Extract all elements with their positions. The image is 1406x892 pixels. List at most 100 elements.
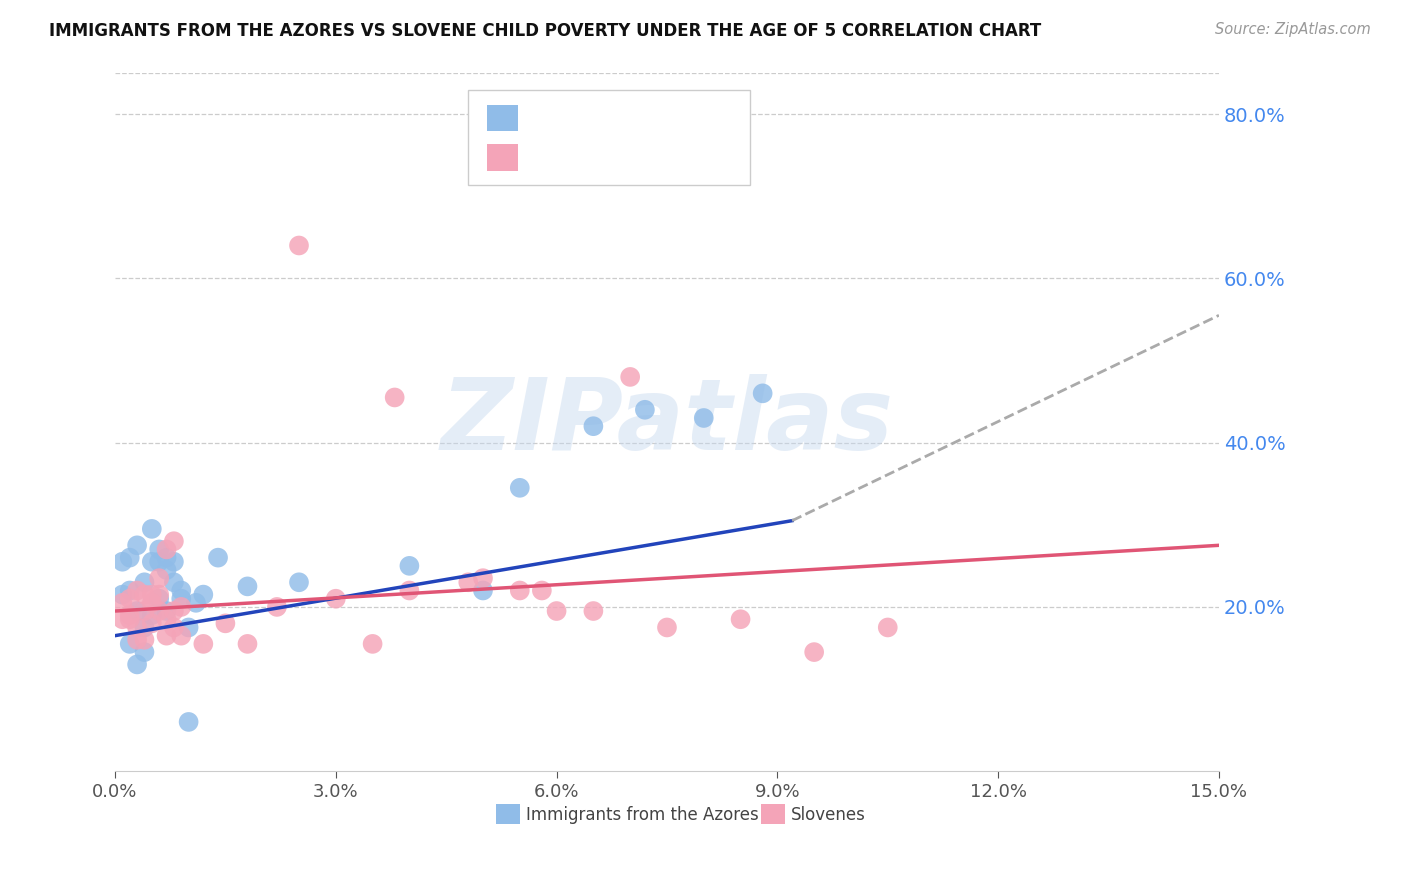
Point — [236, 637, 259, 651]
Point — [582, 604, 605, 618]
Point — [127, 538, 149, 552]
Point — [634, 402, 657, 417]
Point — [509, 583, 531, 598]
Text: R =: R = — [531, 109, 574, 128]
Point — [288, 575, 311, 590]
Point — [155, 629, 177, 643]
Point — [134, 575, 156, 590]
Point — [141, 555, 163, 569]
Point — [509, 481, 531, 495]
Point — [163, 575, 186, 590]
Point — [214, 616, 236, 631]
Point — [163, 555, 186, 569]
Point — [582, 419, 605, 434]
Point — [118, 608, 141, 623]
Point — [163, 604, 186, 618]
FancyBboxPatch shape — [496, 804, 520, 823]
Point — [134, 588, 156, 602]
Point — [193, 588, 215, 602]
Text: N =: N = — [626, 148, 681, 167]
Point — [141, 616, 163, 631]
Text: N =: N = — [626, 109, 681, 128]
Point — [134, 632, 156, 647]
Point — [118, 583, 141, 598]
Point — [384, 391, 406, 405]
Point — [127, 583, 149, 598]
Text: 45: 45 — [666, 148, 692, 167]
Point — [118, 591, 141, 606]
Point — [148, 588, 170, 602]
Point — [170, 629, 193, 643]
Point — [751, 386, 773, 401]
Point — [730, 612, 752, 626]
Point — [266, 599, 288, 614]
Point — [177, 714, 200, 729]
Point — [398, 558, 420, 573]
Text: 38: 38 — [666, 109, 692, 128]
Point — [361, 637, 384, 651]
Point — [134, 604, 156, 618]
Point — [111, 555, 134, 569]
Point — [236, 579, 259, 593]
Point — [457, 575, 479, 590]
Point — [619, 370, 641, 384]
Point — [398, 583, 420, 598]
Point — [127, 604, 149, 618]
Point — [155, 604, 177, 618]
Point — [472, 571, 495, 585]
Point — [141, 608, 163, 623]
FancyBboxPatch shape — [486, 105, 517, 131]
Point — [184, 596, 207, 610]
Point — [127, 632, 149, 647]
Point — [111, 588, 134, 602]
Text: 0.123: 0.123 — [575, 148, 631, 167]
Point — [155, 612, 177, 626]
Point — [472, 583, 495, 598]
FancyBboxPatch shape — [486, 145, 517, 170]
Point — [325, 591, 347, 606]
Point — [148, 542, 170, 557]
Point — [288, 238, 311, 252]
Point — [141, 596, 163, 610]
Point — [111, 596, 134, 610]
Point — [530, 583, 553, 598]
Text: 0.650: 0.650 — [575, 109, 631, 128]
Point — [111, 612, 134, 626]
Point — [803, 645, 825, 659]
Point — [546, 604, 568, 618]
Text: R =: R = — [531, 148, 579, 167]
Point — [177, 620, 200, 634]
Text: ZIPatlas: ZIPatlas — [440, 374, 894, 471]
Point — [118, 612, 141, 626]
Point — [127, 620, 149, 634]
Point — [170, 599, 193, 614]
Point — [693, 411, 716, 425]
Point — [118, 550, 141, 565]
Point — [134, 620, 156, 634]
FancyBboxPatch shape — [761, 804, 785, 823]
Point — [155, 550, 177, 565]
Text: Immigrants from the Azores: Immigrants from the Azores — [526, 806, 758, 824]
Point — [141, 522, 163, 536]
Point — [127, 657, 149, 672]
Point — [134, 645, 156, 659]
Text: Source: ZipAtlas.com: Source: ZipAtlas.com — [1215, 22, 1371, 37]
Point — [118, 637, 141, 651]
Point — [163, 620, 186, 634]
Point — [155, 563, 177, 577]
Point — [141, 588, 163, 602]
Point — [148, 604, 170, 618]
FancyBboxPatch shape — [468, 90, 749, 185]
Point — [876, 620, 898, 634]
Point — [170, 583, 193, 598]
Point — [148, 555, 170, 569]
Point — [163, 534, 186, 549]
Point — [155, 542, 177, 557]
Text: IMMIGRANTS FROM THE AZORES VS SLOVENE CHILD POVERTY UNDER THE AGE OF 5 CORRELATI: IMMIGRANTS FROM THE AZORES VS SLOVENE CH… — [49, 22, 1042, 40]
Point — [148, 571, 170, 585]
Text: Slovenes: Slovenes — [790, 806, 866, 824]
Point — [170, 591, 193, 606]
Point — [148, 591, 170, 606]
Point — [207, 550, 229, 565]
Point — [655, 620, 678, 634]
